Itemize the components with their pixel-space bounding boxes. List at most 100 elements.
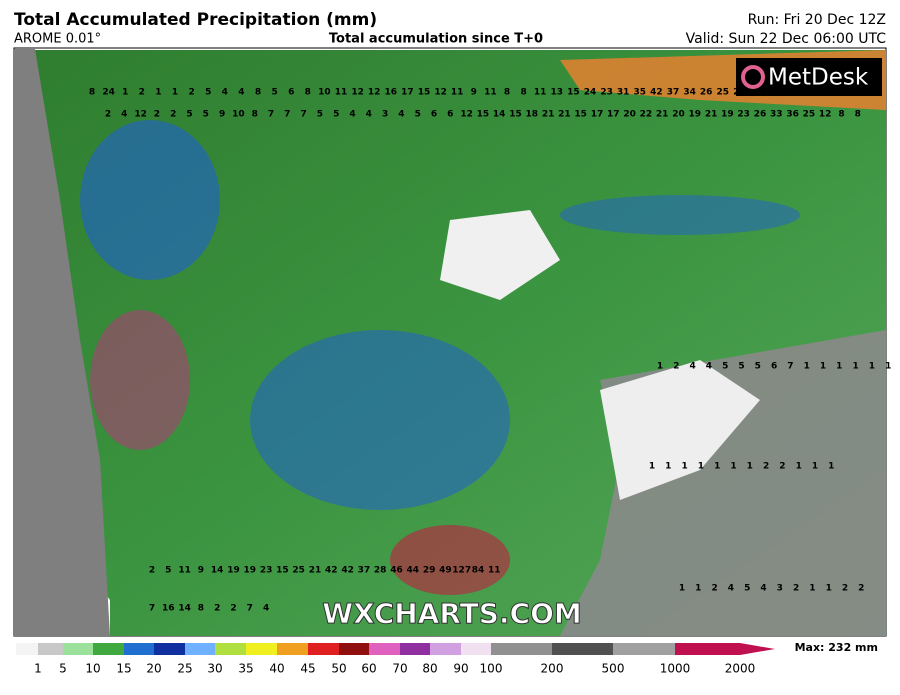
grid-value: 7 — [787, 362, 793, 372]
legend-swatch — [369, 643, 400, 655]
grid-value: 1 — [828, 462, 834, 472]
grid-value: 36 — [786, 110, 799, 120]
grid-value: 37 — [667, 88, 680, 98]
grid-value: 5 — [415, 110, 421, 120]
grid-value: 42 — [341, 566, 354, 576]
grid-value: 6 — [288, 88, 294, 98]
legend-tick-label: 35 — [238, 662, 253, 676]
grid-value: 49 — [439, 566, 452, 576]
grid-value: 42 — [650, 88, 663, 98]
legend-tick-label: 80 — [422, 662, 437, 676]
grid-value: 23 — [600, 88, 613, 98]
legend-swatch — [63, 643, 93, 655]
grid-value: 11 — [451, 88, 464, 98]
grid-value: 8 — [198, 604, 204, 614]
precip-band — [390, 525, 510, 595]
grid-value: 2 — [214, 604, 220, 614]
legend-swatch — [277, 643, 308, 655]
grid-value: 25 — [803, 110, 816, 120]
grid-value: 7 — [149, 604, 155, 614]
grid-value: 28 — [374, 566, 387, 576]
legend-tick-label: 40 — [269, 662, 284, 676]
legend-swatch — [613, 643, 675, 655]
grid-value: 1 — [826, 584, 832, 594]
grid-value: 1 — [695, 584, 701, 594]
grid-value: 1 — [812, 462, 818, 472]
legend-arrow — [740, 643, 775, 655]
legend-swatch — [215, 643, 246, 655]
precip-band — [80, 120, 220, 280]
grid-value: 5 — [317, 110, 323, 120]
grid-value: 20 — [672, 110, 685, 120]
legend-swatch — [124, 643, 154, 655]
legend-tick-label: 25 — [177, 662, 192, 676]
grid-value: 9 — [198, 566, 204, 576]
legend-swatch — [339, 643, 369, 655]
grid-value: 4 — [222, 88, 228, 98]
grid-value: 2 — [779, 462, 785, 472]
watermark: WXCHARTS.COM — [322, 597, 582, 630]
grid-value: 1 — [869, 362, 875, 372]
grid-value: 2 — [230, 604, 236, 614]
grid-value: 6 — [771, 362, 777, 372]
grid-value: 29 — [423, 566, 436, 576]
grid-value: 10 — [232, 110, 245, 120]
grid-value: 4 — [263, 604, 269, 614]
grid-value: 7 — [300, 110, 306, 120]
logo: MetDesk — [768, 65, 869, 91]
grid-values: 8 24 1 2 1 1 2 5 4 4 8 5 6 8 10 11 12 12 16 17 15 12 11 9 11 8 8 11… — [89, 88, 891, 614]
grid-value: 3 — [382, 110, 388, 120]
grid-value: 16 — [385, 88, 398, 98]
grid-value: 4 — [728, 584, 734, 594]
grid-value: 5 — [333, 110, 339, 120]
grid-value: 7 — [284, 110, 290, 120]
grid-value: 5 — [165, 566, 171, 576]
legend-tick-label: 50 — [331, 662, 346, 676]
grid-value: 1 — [657, 362, 663, 372]
legend-swatch — [93, 643, 124, 655]
legend-tick-label: 30 — [207, 662, 222, 676]
grid-value: 11 — [534, 88, 547, 98]
grid-value: 8 — [520, 88, 526, 98]
grid-value: 1 — [698, 462, 704, 472]
precip-band — [90, 310, 190, 450]
legend-swatch — [38, 643, 63, 655]
dry-area — [440, 210, 560, 300]
grid-value: 8 — [855, 110, 861, 120]
grid-value: 17 — [591, 110, 604, 120]
grid-value: 5 — [205, 88, 211, 98]
grid-value: 23 — [260, 566, 273, 576]
grid-value: 1 — [804, 362, 810, 372]
grid-value: 5 — [744, 584, 750, 594]
grid-value: 2 — [170, 110, 176, 120]
grid-value: 4 — [760, 584, 766, 594]
grid-value: 127 — [452, 566, 471, 576]
legend-tick-label: 15 — [116, 662, 131, 676]
grid-value: 1 — [809, 584, 815, 594]
model: AROME 0.01° — [14, 32, 101, 47]
legend-max: Max: 232 mm — [795, 641, 878, 654]
grid-value: 10 — [318, 88, 331, 98]
legend-tick-label: 90 — [453, 662, 468, 676]
grid-value: 1 — [820, 362, 826, 372]
grid-value: 14 — [493, 110, 506, 120]
grid-value: 2 — [105, 110, 111, 120]
grid-value: 12 — [434, 88, 447, 98]
ocean — [14, 49, 110, 636]
grid-value: 14 — [178, 604, 191, 614]
grid-value: 4 — [706, 362, 712, 372]
grid-value: 14 — [211, 566, 224, 576]
legend-tick-label: 10 — [85, 662, 100, 676]
grid-value: 2 — [154, 110, 160, 120]
grid-value: 6 — [431, 110, 437, 120]
grid-value: 21 — [656, 110, 669, 120]
grid-value: 11 — [335, 88, 348, 98]
grid-value: 15 — [567, 88, 580, 98]
grid-value: 23 — [737, 110, 750, 120]
logo-box — [736, 58, 882, 96]
grid-value: 7 — [268, 110, 274, 120]
grid-value: 24 — [102, 88, 115, 98]
grid-value: 1 — [730, 462, 736, 472]
grid-value: 12 — [134, 110, 147, 120]
precip-band — [250, 330, 510, 510]
